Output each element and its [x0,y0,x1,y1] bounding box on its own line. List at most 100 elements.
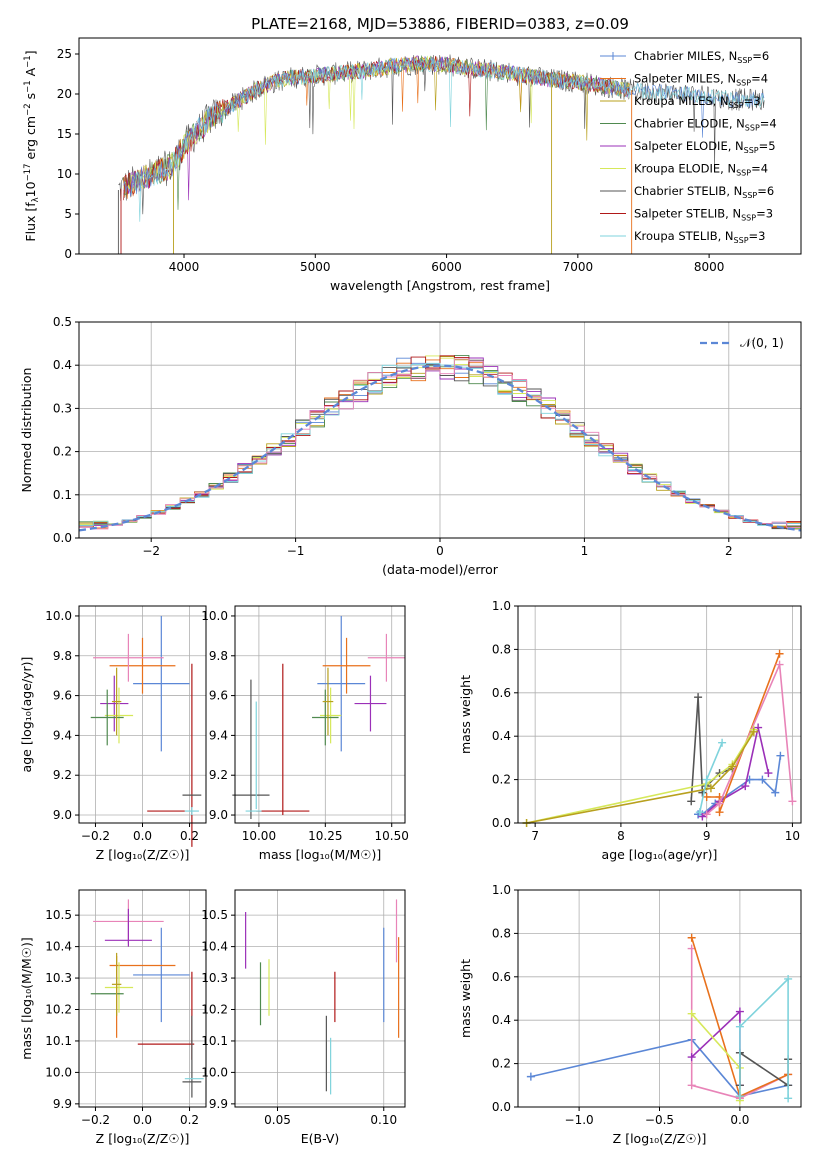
y-axis-label-part: 10 [23,181,38,197]
y-tick-label: 9.6 [209,689,228,703]
spectrum-plot-area [117,54,765,254]
series-line [706,663,794,815]
series-point [749,727,758,736]
y-tick-label: 0.4 [492,1013,511,1027]
y-tick-label: 0.6 [492,970,511,984]
legend-name: Kroupa MILES [634,94,713,108]
legend-entry: Kroupa ELODIE, NSSP=4 [634,162,768,178]
legend-entry: Salpeter MILES, NSSP=4 [634,72,768,88]
x-tick-label: 10.50 [375,829,409,843]
y-axis-label-part: erg cm [23,116,38,164]
y-tick-label: 10.4 [201,940,228,954]
series-line [526,729,755,824]
legend-subscript: SSP [744,146,759,155]
legend-name: Chabrier ELODIE [634,117,729,131]
y-tick-label: 0.8 [492,926,511,940]
y-tick-label: 10.0 [45,609,72,623]
series-point [735,1092,744,1101]
weight-vs-age-panel: 7 8 9 10 0.0 0.2 0.4 0.6 0.8 1.0 age [log₁₀(age/yr… [458,599,802,862]
x-tick-label: −0.5 [645,1113,674,1127]
legend-n: 3 [766,207,773,221]
y-tick-label: 0.4 [492,729,511,743]
legend-entry: Chabrier STELIB, NSSP=6 [634,184,774,200]
series-point [694,693,703,702]
legend-name: Salpeter MILES [634,72,720,86]
series-point [715,808,724,817]
series-point [735,1022,744,1031]
series-point [728,762,737,771]
y-axis-label: age [log₁₀(age/yr)] [19,657,34,773]
y-tick-label: 5 [64,207,72,221]
legend-subscript: SSP [736,169,751,178]
y-tick-label: 10.3 [45,971,72,985]
chart-title: PLATE=2168, MJD=53886, FIBERID=0383, z=0… [251,15,629,33]
x-tick-label: 5000 [300,260,331,274]
x-tick-label: 8000 [694,260,725,274]
y-tick-label: 9.2 [209,768,228,782]
y-tick-label: 9.8 [53,649,72,663]
legend-sep: , N [729,117,745,131]
series-point [758,775,767,784]
legend-subscript: SSP [729,101,744,110]
series-point [735,1007,744,1016]
legend-name: Salpeter ELODIE [634,139,728,153]
y-tick-label: 0.1 [53,488,72,502]
legend-sep: , N [718,229,734,243]
series-point [687,933,696,942]
legend-subscript: SSP [741,214,756,223]
series-point [702,810,711,819]
y-tick-label: 0 [64,247,72,261]
x-tick-label: −1.0 [565,1113,594,1127]
y-tick-label: 9.4 [53,728,72,742]
series-line [739,1052,789,1087]
residuals-panel: −2 −1 0 1 2 0.0 0.1 0.2 0.3 0.4 0.5 (data-model)/er… [19,315,802,577]
x-tick-label: 2 [725,544,733,558]
legend-name: Chabrier STELIB [634,184,726,198]
legend-entry: 𝒩(0, 1) [740,336,784,350]
series-point [702,775,711,784]
y-axis-label-part: Flux [f [23,202,38,242]
x-tick-label: −0.2 [81,1113,110,1127]
legend-sep: , N [725,207,741,221]
legend: 𝒩(0, 1) [700,336,784,350]
series-point [698,812,707,821]
legend-n: 3 [753,94,760,108]
legend-eq: = [751,162,761,176]
legend-sep: , N [713,94,729,108]
y-tick-label: 10.0 [201,609,228,623]
legend-subscript: SSP [734,236,749,245]
series-line [526,731,755,824]
x-tick-label: 6000 [431,260,462,274]
series-point [715,799,724,808]
y-tick-label: 0.2 [53,445,72,459]
x-tick-label: 4000 [169,260,200,274]
legend-eq: = [756,207,766,221]
x-tick-label: 0.0 [133,1113,152,1127]
y-tick-label: 9.8 [209,649,228,663]
normal-curve [78,364,802,532]
legend-eq: = [752,49,762,63]
x-tick-label: 10 [785,829,800,843]
legend-sep: , N [721,49,737,63]
y-tick-label: 0.5 [53,315,72,329]
y-tick-label: 10.1 [201,1034,228,1048]
y-axis-label: mass [log₁₀(M/M☉)] [19,937,34,1059]
legend-name: Salpeter STELIB [634,207,725,221]
x-tick-label: −1 [287,544,305,558]
y-tick-label: 15 [57,127,72,141]
legend-entry: Chabrier ELODIE, NSSP=4 [634,117,777,133]
y-tick-label: 10.0 [45,1065,72,1079]
legend-entry: Kroupa STELIB, NSSP=3 [634,229,766,245]
age-vs-Z-panel: −0.2 0.0 0.2 9.0 9.2 9.4 9.6 9.8 10.0 Z [log₁₀(Z/… [19,605,207,862]
legend-name: Chabrier MILES [634,49,721,63]
y-tick-label: 0.0 [53,531,72,545]
legend-name: Kroupa STELIB [634,229,718,243]
y-tick-label: 9.9 [209,1097,228,1111]
weight-vs-Z-plot-area [526,933,793,1105]
mass-vs-Z-plot-area [90,899,204,1098]
series-point [771,788,780,797]
legend-n: 4 [761,162,768,176]
legend-n: 5 [768,139,775,153]
y-tick-label: 10.4 [45,940,72,954]
legend-entry: Chabrier MILES, NSSP=6 [634,49,769,65]
